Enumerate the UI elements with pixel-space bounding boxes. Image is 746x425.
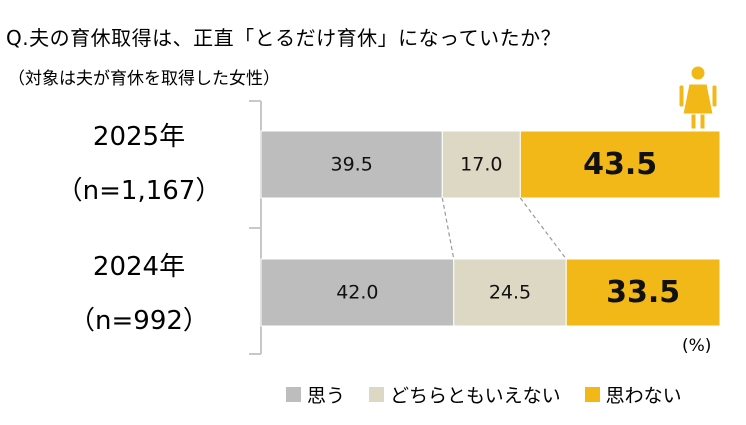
- legend-label-dochira: どちらともいえない: [390, 385, 561, 407]
- legend-label-omowanai: 思わない: [605, 385, 682, 407]
- bar-1-0: [260, 258, 455, 327]
- woman-icon: [678, 65, 718, 130]
- legend-label-omou: 思う: [307, 385, 346, 407]
- bar-1-1: [453, 258, 567, 327]
- legend-swatch-omowanai: [584, 387, 600, 402]
- legend-item-omou: 思う: [286, 381, 345, 408]
- unit-label: (%): [682, 336, 712, 356]
- legend: 思う どちらともいえない 思わない: [286, 381, 706, 408]
- data-label-0-1: 17.0: [460, 154, 502, 176]
- chart-subtitle: （対象は夫が育休を取得した女性）: [8, 69, 280, 89]
- row-sublabel-2024: （n=992）: [69, 306, 209, 336]
- legend-swatch-omou: [286, 387, 301, 402]
- bar-1-2: [565, 258, 721, 327]
- legend-item-omowanai: 思わない: [584, 381, 682, 408]
- data-label-1-2: 33.5: [606, 275, 680, 310]
- bar-0-0: [260, 130, 443, 199]
- row-sublabel-2025: （n=1,167）: [56, 176, 222, 206]
- data-label-0-0: 39.5: [330, 154, 372, 176]
- row-label-2025: 2025年: [92, 122, 186, 152]
- chart-title: Q.夫の育休取得は、正直「とるだけ育休」になっていたか？: [6, 26, 562, 50]
- legend-swatch-dochira: [369, 387, 385, 402]
- bar-0-2: [519, 130, 721, 199]
- data-label-0-2: 43.5: [583, 147, 657, 182]
- connector-line-0: [441, 197, 455, 260]
- connector-line-1: [519, 197, 567, 260]
- row-label-2024: 2024年: [92, 252, 186, 282]
- bar-0-1: [441, 130, 521, 199]
- legend-item-dochira: どちらともいえない: [369, 381, 561, 408]
- data-label-1-1: 24.5: [489, 282, 531, 304]
- data-label-1-0: 42.0: [336, 282, 378, 304]
